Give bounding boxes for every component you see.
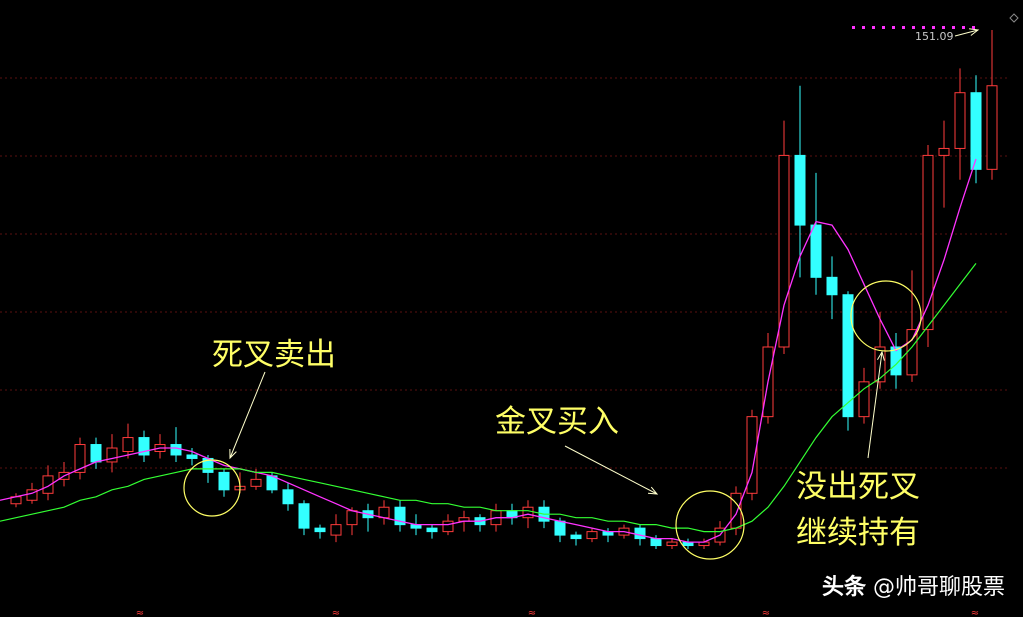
candle-body-up — [250, 478, 262, 487]
candle-body-down — [890, 346, 902, 376]
max-dot — [972, 26, 975, 29]
candle-body-down — [634, 527, 646, 540]
candle-body-up — [954, 92, 966, 149]
bottom-marks: ≈ ≈ ≈ ≈ ≈ — [136, 608, 979, 617]
max-dot — [952, 26, 955, 29]
candle-body-up — [922, 154, 934, 331]
candle-body-down — [826, 276, 838, 296]
max-dot — [932, 26, 935, 29]
arrow-line — [867, 351, 883, 459]
max-price-dots — [852, 13, 1019, 29]
arrow-head — [877, 350, 885, 361]
ma-short-line — [0, 158, 977, 543]
candle-body-up — [346, 510, 358, 526]
max-dot — [862, 26, 865, 29]
max-dot — [942, 26, 945, 29]
candle-body-up — [858, 381, 870, 418]
arrow-head — [969, 28, 980, 36]
max-dot — [962, 26, 965, 29]
candle-body-down — [218, 471, 230, 491]
candle-body-up — [122, 437, 134, 452]
annotation-circle — [850, 280, 922, 352]
candle-body-up — [938, 147, 950, 156]
candle-body-down — [570, 534, 582, 540]
max-dot — [892, 26, 895, 29]
candle-body-up — [106, 447, 118, 463]
candle-body-up — [906, 329, 918, 376]
candle-body-up — [986, 85, 998, 170]
max-dot — [912, 26, 915, 29]
candle-body-down — [842, 294, 854, 418]
candle-body-down — [394, 506, 406, 526]
watermark-author: @帅哥聊股票 — [872, 575, 1005, 600]
annotation-golden-cross-buy: 金叉买入 — [495, 404, 619, 440]
candle-body-up — [730, 492, 742, 529]
max-dot — [882, 26, 885, 29]
max-dot — [922, 26, 925, 29]
arrow-head — [647, 486, 659, 495]
arrow-line — [229, 371, 266, 459]
annotation-circle — [675, 490, 745, 560]
annotation-circle — [183, 459, 241, 517]
candle-body-up — [666, 541, 678, 547]
candle-body-down — [426, 527, 438, 533]
candle-body-down — [298, 503, 310, 529]
annotation-circles — [183, 280, 922, 560]
candle-body-up — [442, 520, 454, 533]
ma-long-line — [0, 263, 977, 533]
candle-body-up — [330, 524, 342, 536]
candle-body-down — [810, 224, 822, 278]
top-toolbar — [0, 0, 1023, 8]
annotation-arrows — [229, 28, 980, 495]
candle-body-down — [186, 454, 198, 459]
bottom-marker: ≈ — [971, 608, 979, 617]
bottom-marker: ≈ — [136, 608, 144, 617]
bottom-marker: ≈ — [332, 608, 340, 617]
max-price-label: 151.09 — [915, 30, 954, 43]
annotation-continue-hold: 继续持有 — [796, 515, 920, 551]
candle-body-down — [138, 437, 150, 456]
candle-body-up — [522, 506, 534, 519]
max-dot — [852, 26, 855, 29]
watermark-platform: 头条 — [821, 575, 866, 600]
candle-body-down — [794, 154, 806, 226]
annotation-no-death-cross: 没出死叉 — [796, 469, 920, 505]
candle-body-down — [554, 520, 566, 536]
arrow-head — [229, 448, 237, 460]
candle-body-down — [90, 444, 102, 463]
bottom-marker: ≈ — [528, 608, 536, 617]
candle-body-up — [42, 475, 54, 494]
candle-body-down — [314, 527, 326, 533]
candle-body-up — [378, 506, 390, 519]
candle-body-down — [650, 538, 662, 547]
max-dot — [902, 26, 905, 29]
bottom-marker: ≈ — [762, 608, 770, 617]
candle-body-down — [282, 489, 294, 505]
watermark: 头条 @帅哥聊股票 — [822, 569, 1005, 601]
annotation-death-cross-sell: 死叉卖出 — [212, 337, 336, 373]
candle-body-up — [778, 154, 790, 348]
candle-body-up — [586, 531, 598, 540]
candle-body-up — [74, 444, 86, 473]
arrow-line — [564, 445, 658, 495]
max-dot — [872, 26, 875, 29]
arrow-line — [954, 29, 979, 37]
candle-body-down — [970, 92, 982, 170]
diamond-icon — [1009, 13, 1019, 23]
candle-body-up — [746, 416, 758, 494]
candle-body-down — [170, 444, 182, 456]
chart-grid — [0, 77, 1010, 469]
